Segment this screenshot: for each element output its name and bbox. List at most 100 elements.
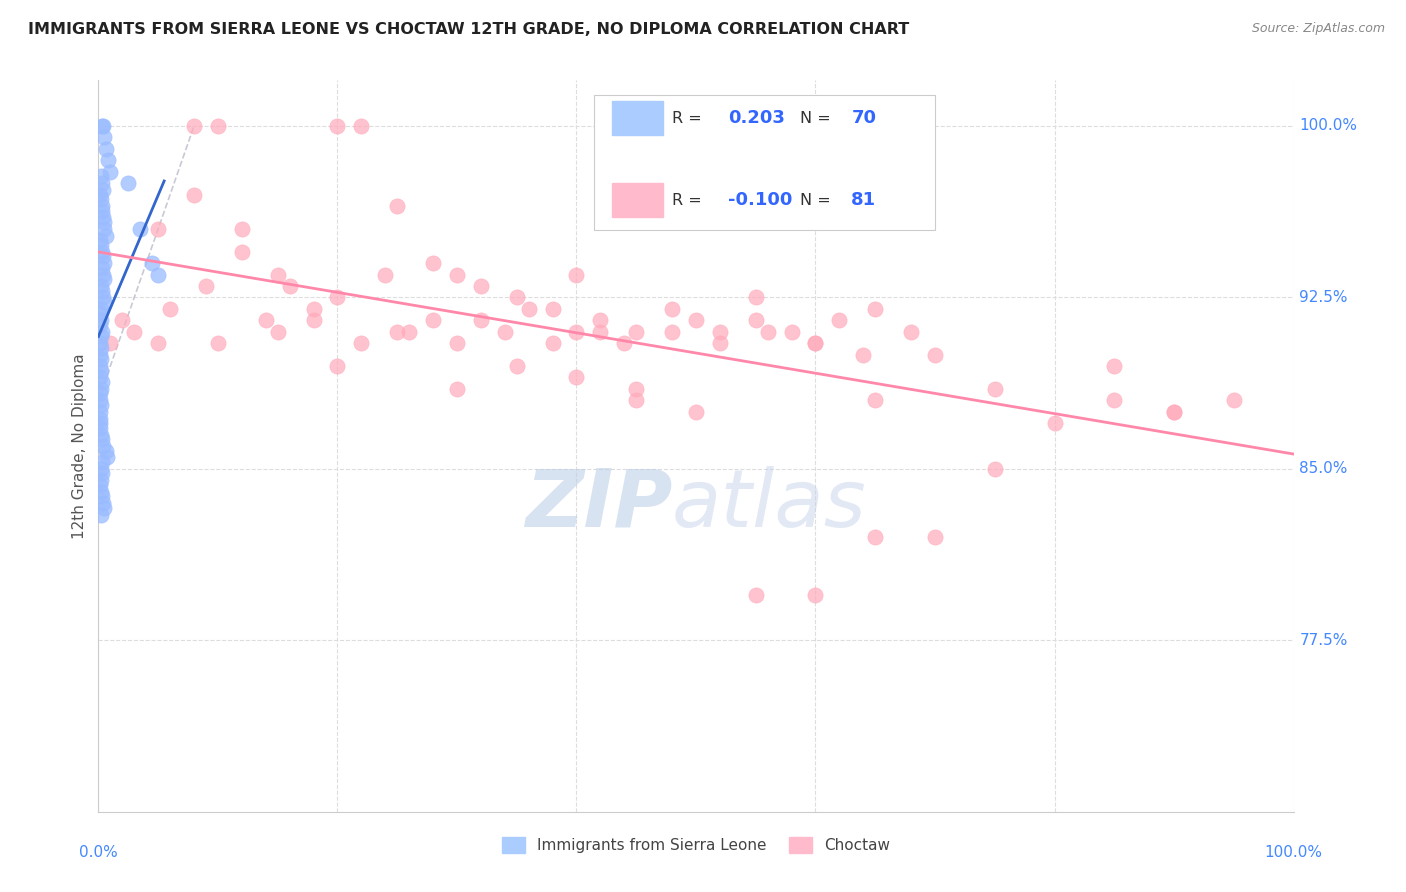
Point: [141, 256, 163, 270]
Point: [470, 313, 492, 327]
Point: [350, 336, 373, 351]
Point: [470, 279, 492, 293]
Point: [446, 268, 468, 282]
Point: [89, 370, 111, 384]
Point: [254, 313, 277, 327]
Point: [91, 455, 114, 469]
Point: [91, 489, 114, 503]
Point: [865, 301, 887, 316]
Point: [90, 462, 112, 476]
Point: [278, 279, 301, 293]
Point: [91, 284, 114, 298]
Point: [124, 325, 146, 339]
Point: [90, 313, 112, 327]
Point: [565, 370, 588, 384]
Point: [89, 233, 111, 247]
Point: [709, 336, 731, 351]
Point: [207, 336, 229, 351]
Point: [852, 347, 875, 362]
Point: [91, 183, 114, 197]
Point: [89, 318, 111, 332]
Text: IMMIGRANTS FROM SIERRA LEONE VS CHOCTAW 12TH GRADE, NO DIPLOMA CORRELATION CHART: IMMIGRANTS FROM SIERRA LEONE VS CHOCTAW …: [28, 22, 910, 37]
Point: [267, 325, 290, 339]
Point: [90, 301, 112, 316]
Point: [91, 260, 114, 275]
Point: [91, 496, 114, 510]
Point: [91, 176, 114, 190]
Text: Source: ZipAtlas.com: Source: ZipAtlas.com: [1251, 22, 1385, 36]
Point: [326, 119, 349, 133]
Point: [90, 192, 112, 206]
Point: [685, 313, 707, 327]
Point: [93, 222, 115, 236]
Point: [685, 405, 707, 419]
Point: [374, 268, 396, 282]
Point: [302, 301, 325, 316]
Text: R =: R =: [672, 193, 707, 208]
Point: [745, 313, 768, 327]
Point: [89, 336, 111, 351]
Point: [98, 336, 122, 351]
Text: R =: R =: [672, 111, 707, 126]
Point: [195, 279, 218, 293]
Point: [90, 169, 112, 184]
Point: [541, 336, 564, 351]
Point: [506, 359, 529, 373]
Point: [91, 203, 114, 218]
Point: [89, 416, 111, 430]
Point: [626, 325, 648, 339]
Point: [89, 478, 111, 492]
Point: [90, 279, 112, 293]
Point: [517, 301, 540, 316]
Point: [565, 268, 588, 282]
Text: ZIP: ZIP: [524, 466, 672, 543]
Point: [91, 432, 114, 446]
Point: [302, 313, 325, 327]
Text: 81: 81: [852, 191, 876, 210]
Point: [1223, 393, 1246, 408]
Point: [231, 244, 253, 259]
Point: [207, 119, 229, 133]
Point: [350, 119, 373, 133]
Point: [93, 215, 115, 229]
Text: 70: 70: [852, 110, 876, 128]
Point: [709, 325, 731, 339]
Point: [1104, 359, 1126, 373]
Text: 92.5%: 92.5%: [1299, 290, 1348, 305]
Point: [91, 119, 114, 133]
Point: [90, 352, 112, 367]
Point: [90, 382, 112, 396]
Point: [183, 119, 205, 133]
Point: [661, 301, 683, 316]
Point: [91, 268, 114, 282]
Point: [111, 313, 134, 327]
Point: [326, 290, 349, 304]
Point: [96, 450, 118, 465]
Point: [91, 249, 114, 263]
Point: [267, 268, 290, 282]
Point: [91, 199, 114, 213]
Point: [89, 359, 111, 373]
Point: [661, 325, 683, 339]
Point: [613, 336, 636, 351]
Text: N =: N =: [800, 193, 831, 208]
Point: [93, 130, 115, 145]
Point: [93, 500, 115, 515]
Point: [565, 325, 588, 339]
Point: [984, 382, 1007, 396]
Point: [780, 325, 803, 339]
Y-axis label: 12th Grade, No Diploma: 12th Grade, No Diploma: [72, 353, 87, 539]
Point: [494, 325, 516, 339]
Point: [865, 530, 887, 544]
Point: [90, 473, 112, 487]
Text: 0.203: 0.203: [728, 110, 785, 128]
Point: [94, 443, 117, 458]
Point: [828, 313, 851, 327]
Text: 0.0%: 0.0%: [79, 845, 118, 860]
Point: [91, 119, 114, 133]
Point: [90, 508, 112, 522]
Text: 100.0%: 100.0%: [1264, 845, 1323, 860]
FancyBboxPatch shape: [613, 184, 662, 217]
Point: [1043, 416, 1066, 430]
Point: [422, 256, 444, 270]
